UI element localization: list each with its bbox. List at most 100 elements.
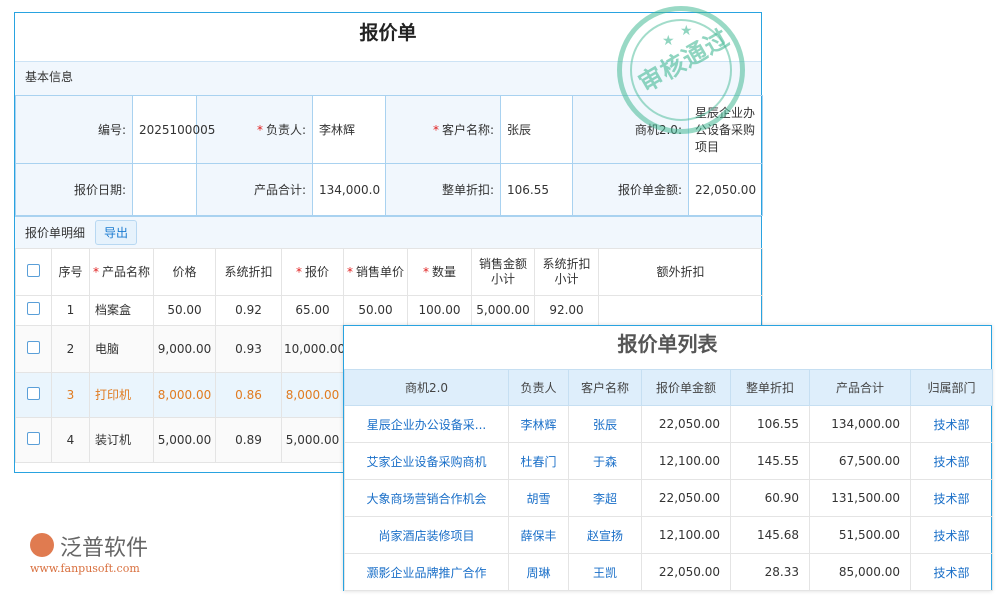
cell-link[interactable]: 技术部 [910,442,993,480]
list-row[interactable]: 大象商场营销合作机会 胡雪 李超 22,050.00 60.90 131,500.00 技术… [344,479,993,517]
column-header[interactable]: 产品合计 [809,369,911,406]
cell-link[interactable]: 薛保丰 [508,516,569,554]
cell: 50.00 [343,295,408,326]
column-header[interactable]: 客户名称 [568,369,642,406]
cell-link[interactable]: 赵宣扬 [568,516,642,554]
cell: 85,000.00 [809,553,911,591]
required-mark: * [432,123,439,137]
cell: 51,500.00 [809,516,911,554]
field-value-text: 134,000.0 [319,182,381,197]
row-checkbox[interactable] [27,302,40,315]
cell: 打印机 [89,372,154,418]
cell: 12,100.00 [641,442,731,480]
logo-mark-icon [30,533,54,557]
row-checkbox[interactable] [27,386,40,400]
row-checkbox[interactable] [27,340,40,354]
cell: 92.00 [534,295,599,326]
export-button[interactable]: 导出 [95,220,138,245]
cell-link[interactable]: 灏影企业品牌推广合作 [344,553,509,591]
field-value[interactable]: 106.55 [500,163,573,216]
column-header: * 数量 [407,248,472,296]
column-header[interactable]: 负责人 [508,369,569,406]
cell: 1 [51,295,90,326]
cell-link[interactable]: 胡雪 [508,479,569,517]
cell-link[interactable]: 李超 [568,479,642,517]
column-header[interactable]: 商机2.0 [344,369,509,406]
field-label-text: 报价日期: [73,183,126,197]
required-mark: * [92,264,99,279]
cell: 10,000.00 [281,325,345,373]
field-value-text: 22,050.00 [695,182,757,197]
cell-link[interactable]: 大象商场营销合作机会 [344,479,509,517]
basic-info-form: 编号: 2025100005 * 负责人: 李林辉 * 客户名称: 张辰 商机2.0: 星辰企业办… [15,95,763,216]
cell-link[interactable]: 杜春门 [508,442,569,480]
field-value[interactable]: 2025100005 [132,95,215,164]
page-title: 报价单 [359,22,417,44]
list-row[interactable]: 星辰企业办公设备采... 李林辉 张辰 22,050.00 106.55 134,000.… [344,405,993,443]
required-mark: * [346,264,353,279]
table-row[interactable]: 1 档案盒 50.00 0.92 65.00 50.00 100.00 5,000.00 92.… [15,295,763,326]
cell-link[interactable]: 技术部 [910,516,993,554]
column-header: 额外折扣 [598,248,763,296]
form-row: 报价日期: 产品合计: 134,000.0 整单折扣: 106.55 报价单金额: 22,0… [15,163,763,216]
cell-link[interactable]: 技术部 [910,479,993,517]
field-value[interactable]: 张辰 [500,95,573,164]
field-value[interactable]: 星辰企业办公设备采购项目 [688,95,763,164]
cell: 100.00 [407,295,472,326]
required-mark: * [422,264,429,279]
list-title: 报价单列表 [617,332,718,356]
cell: 50.00 [153,295,216,326]
cell [598,295,763,326]
field-value[interactable]: 22,050.00 [688,163,763,216]
field-label-text: 整单折扣: [441,183,494,197]
cell: 22,050.00 [641,405,731,443]
cell-link[interactable]: 张辰 [568,405,642,443]
cell: 8,000.00 [153,372,216,418]
column-header: 系统折扣小计 [534,248,599,296]
column-header: * 产品名称 [89,248,154,296]
basic-info-header: 基本信息 [15,61,761,95]
cell-link[interactable]: 星辰企业办公设备采... [344,405,509,443]
field-value-text: 李林辉 [319,123,356,137]
cell-link[interactable]: 周琳 [508,553,569,591]
required-mark: * [295,264,302,279]
cell: 60.90 [730,479,810,517]
detail-header-row: 序号 * 产品名称 价格 系统折扣 * 报价 * 销售单价 * 数量 销售金额小计 系统折扣小计 额外折扣 [15,248,763,296]
column-header: 系统折扣 [215,248,282,296]
field-value-text: 张辰 [507,123,532,137]
cell-link[interactable]: 尚家酒店装修项目 [344,516,509,554]
cell-link[interactable]: 艾家企业设备采购商机 [344,442,509,480]
cell: 5,000.00 [281,417,344,463]
cell: 电脑 [89,325,154,373]
cell-link[interactable]: 技术部 [910,405,993,443]
field-value[interactable] [132,163,197,216]
field-label: 产品合计: [196,163,313,216]
cell-link[interactable]: 王凯 [568,553,642,591]
select-all-checkbox[interactable] [27,263,40,277]
list-row[interactable]: 尚家酒店装修项目 薛保丰 赵宣扬 12,100.00 145.68 51,500.00 技术… [344,516,993,554]
cell-link[interactable]: 于森 [568,442,642,480]
field-label-text: 客户名称: [441,123,494,137]
field-value-text: 星辰企业办公设备采购项目 [695,106,756,154]
cell: 8,000.00 [281,372,344,418]
quote-list-table: 商机2.0 负责人 客户名称 报价单金额 整单折扣 产品合计 归属部门 星辰企业办公设备采..… [344,369,993,591]
cell: 67,500.00 [809,442,911,480]
field-value[interactable]: 134,000.0 [312,163,386,216]
column-header[interactable]: 整单折扣 [730,369,810,406]
column-header[interactable]: 报价单金额 [641,369,731,406]
column-header[interactable]: 归属部门 [910,369,993,406]
field-label-text: 编号: [97,123,126,137]
list-row[interactable]: 艾家企业设备采购商机 杜春门 于森 12,100.00 145.55 67,500.00 技… [344,442,993,480]
cell: 3 [51,372,90,418]
field-label-text: 产品合计: [253,183,306,197]
cell: 0.86 [215,372,282,418]
field-label: 商机2.0: [572,95,689,164]
list-row[interactable]: 灏影企业品牌推广合作 周琳 王凯 22,050.00 28.33 85,000.00 技术部 [344,553,993,591]
cell: 145.55 [730,442,810,480]
required-mark: * [256,123,263,137]
cell-link[interactable]: 李林辉 [508,405,569,443]
row-checkbox[interactable] [27,431,40,445]
field-label: 报价日期: [15,163,133,216]
cell-link[interactable]: 技术部 [910,553,993,591]
field-value[interactable]: 李林辉 [312,95,386,164]
